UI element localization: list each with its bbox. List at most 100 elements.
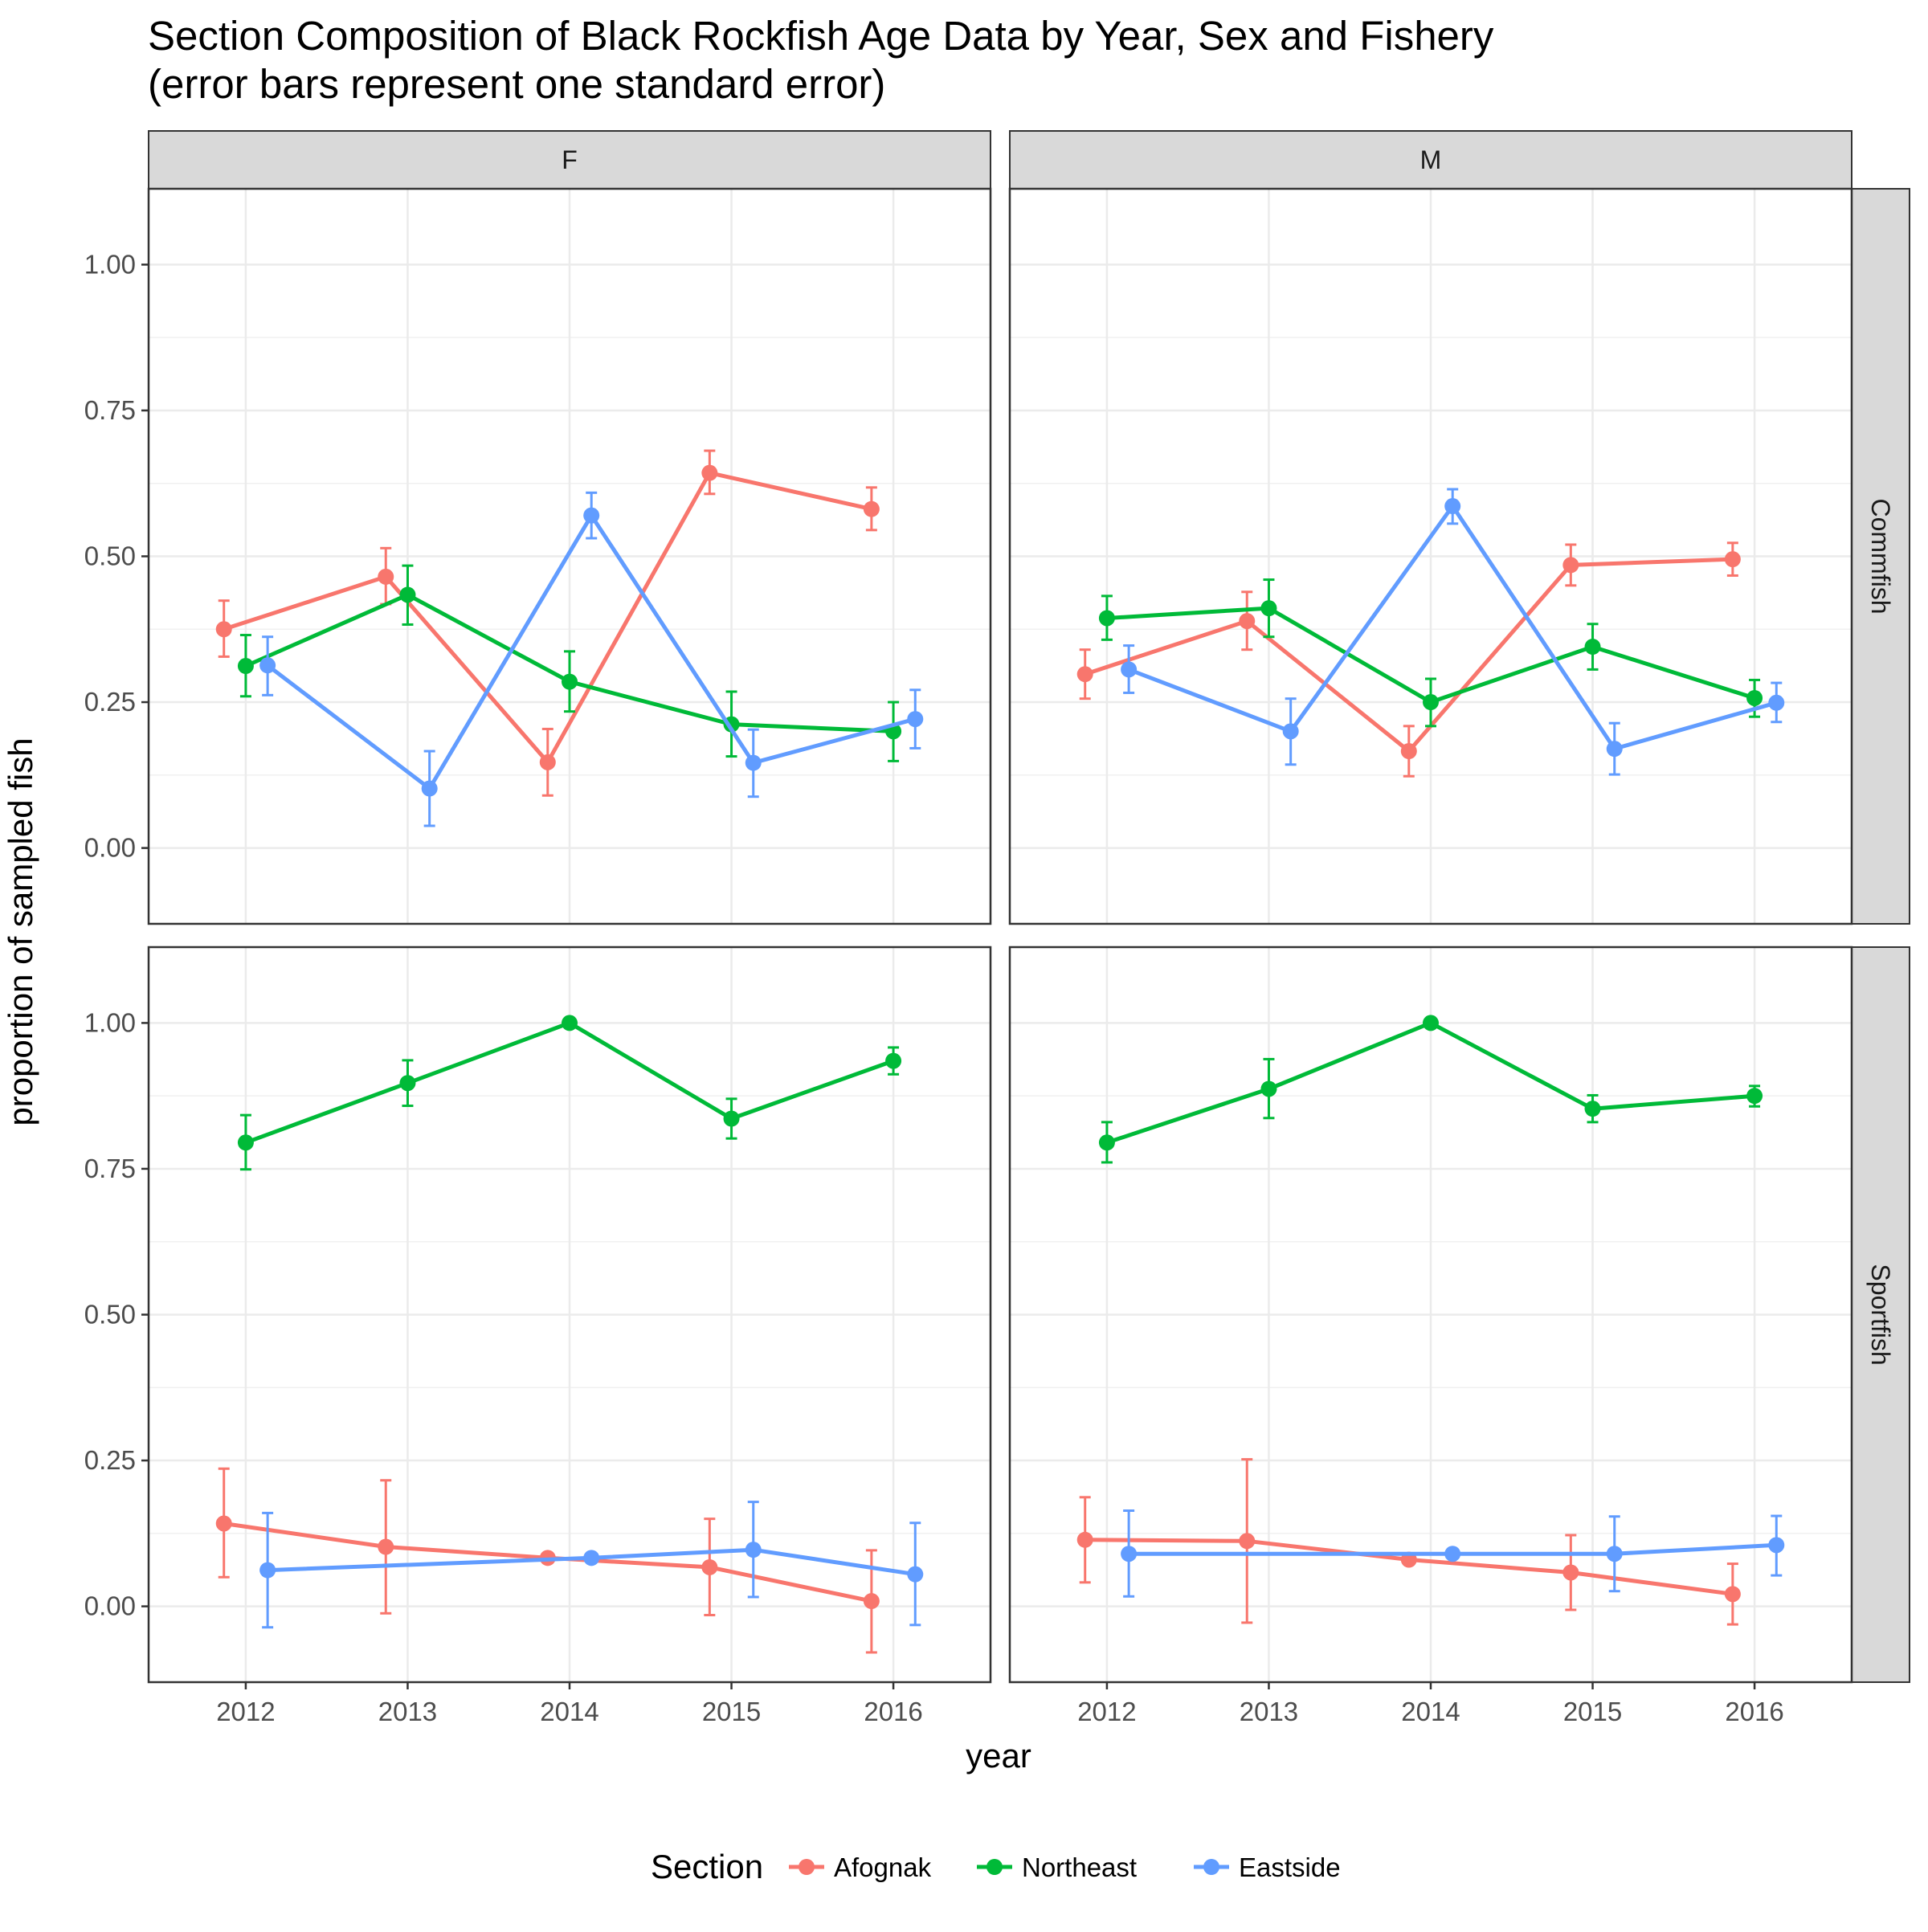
data-point-northeast: [1423, 694, 1439, 711]
legend: Section Afognak Northeast Eastside: [651, 1848, 1341, 1885]
data-point-afognak: [539, 754, 556, 770]
axes: 0.00 0.25 0.50 0.75 1.00 0.00 0.25 0.50 0.75 1.00…: [84, 249, 1784, 1726]
data-point-northeast: [399, 586, 416, 603]
series-northeast: [237, 1015, 902, 1171]
data-point-afognak: [701, 464, 718, 481]
data-point-eastside: [907, 1566, 924, 1583]
data-point-afognak: [215, 621, 232, 638]
data-point-eastside: [1444, 498, 1461, 515]
y-tick-label: 0.75: [84, 395, 136, 425]
data-point-afognak: [701, 1558, 718, 1575]
x-tick-label: 2012: [216, 1697, 275, 1726]
facet-strip-commfish: [1851, 188, 1910, 925]
panel-f-commfish: [147, 187, 992, 925]
legend-title: Section: [651, 1848, 763, 1885]
chart-subtitle: (error bars represent one standard error…: [148, 61, 885, 107]
panel-m-commfish: [1008, 187, 1853, 925]
data-point-eastside: [745, 754, 762, 771]
facet-strip-sportfish: [1851, 946, 1910, 1683]
legend-key-point: [1203, 1859, 1219, 1875]
data-point-eastside: [259, 657, 276, 674]
legend-key-point: [799, 1859, 815, 1875]
data-point-afognak: [1076, 666, 1093, 683]
data-point-northeast: [237, 658, 254, 675]
data-point-northeast: [1260, 1080, 1277, 1097]
data-point-afognak: [1239, 1533, 1256, 1550]
panel-border: [1008, 187, 1853, 925]
data-point-northeast: [399, 1075, 416, 1092]
data-point-northeast: [1098, 610, 1115, 627]
legend-label-eastside: Eastside: [1239, 1852, 1341, 1882]
series-afognak: [215, 449, 880, 797]
legend-item-northeast: Northeast: [977, 1852, 1137, 1882]
data-point-afognak: [1724, 1586, 1741, 1603]
series-northeast: [1098, 1015, 1763, 1164]
panel-m-sportfish: [1008, 946, 1853, 1684]
x-tick-label: 2012: [1077, 1697, 1136, 1726]
data-point-eastside: [1444, 1546, 1461, 1562]
y-tick-label: 1.00: [84, 1007, 136, 1037]
facet-strip-f: [148, 130, 991, 190]
legend-item-eastside: Eastside: [1194, 1852, 1341, 1882]
facet-strip-label-f: F: [562, 145, 578, 174]
data-point-eastside: [259, 1562, 276, 1579]
data-point-eastside: [1282, 723, 1299, 740]
data-point-northeast: [723, 1110, 740, 1127]
chart-title: Section Composition of Black Rockfish Ag…: [148, 13, 1494, 59]
series-eastside: [1121, 1509, 1785, 1598]
series-eastside: [259, 491, 924, 827]
x-tick-label: 2016: [864, 1697, 922, 1726]
y-axis-title: proportion of sampled fish: [2, 737, 39, 1125]
data-point-afognak: [378, 568, 394, 585]
data-point-northeast: [1423, 1015, 1439, 1031]
data-point-eastside: [745, 1542, 762, 1558]
x-tick-label: 2015: [702, 1697, 761, 1726]
data-point-northeast: [1584, 639, 1601, 656]
data-point-northeast: [1260, 600, 1277, 617]
facet-panels: F M Commfish Sportfish: [147, 130, 1910, 1684]
y-tick-label: 1.00: [84, 249, 136, 279]
data-point-northeast: [1584, 1101, 1601, 1117]
data-point-eastside: [583, 1550, 600, 1566]
data-point-northeast: [237, 1134, 254, 1151]
data-point-afognak: [863, 500, 880, 517]
data-point-afognak: [215, 1515, 232, 1532]
x-axis-title: year: [966, 1737, 1031, 1775]
data-point-eastside: [1121, 661, 1138, 678]
data-point-afognak: [1400, 743, 1417, 760]
data-point-eastside: [421, 780, 438, 797]
series-eastside: [1121, 488, 1785, 776]
y-tick-label: 0.00: [84, 833, 136, 863]
data-point-afognak: [1076, 1531, 1093, 1548]
series-northeast: [237, 564, 902, 762]
panel-f-sportfish: [147, 946, 992, 1684]
legend-label-northeast: Northeast: [1022, 1852, 1137, 1882]
data-point-northeast: [885, 1052, 902, 1069]
series-line-eastside: [1129, 1542, 1777, 1556]
y-tick-label: 0.25: [84, 1445, 136, 1475]
facet-strip-label-sportfish: Sportfish: [1866, 1264, 1895, 1365]
data-point-afognak: [1239, 613, 1256, 630]
x-tick-label: 2016: [1725, 1697, 1783, 1726]
data-point-eastside: [1606, 741, 1623, 758]
legend-item-afognak: Afognak: [789, 1852, 932, 1882]
data-point-northeast: [1746, 689, 1763, 706]
data-point-afognak: [1724, 551, 1741, 568]
y-tick-label: 0.50: [84, 1300, 136, 1330]
x-tick-label: 2013: [378, 1697, 437, 1726]
y-tick-label: 0.75: [84, 1154, 136, 1183]
series-afognak: [1076, 541, 1741, 778]
panel-grid: [1010, 189, 1852, 924]
y-tick-label: 0.00: [84, 1591, 136, 1621]
series-eastside: [259, 1501, 924, 1629]
data-point-eastside: [1606, 1546, 1623, 1562]
series-line-eastside: [268, 1547, 916, 1577]
data-point-northeast: [1098, 1134, 1115, 1151]
x-tick-label: 2014: [1401, 1697, 1460, 1726]
facet-strip-label-commfish: Commfish: [1866, 498, 1895, 614]
data-point-afognak: [378, 1538, 394, 1555]
data-point-eastside: [1768, 1537, 1785, 1554]
data-point-afognak: [1562, 557, 1579, 574]
